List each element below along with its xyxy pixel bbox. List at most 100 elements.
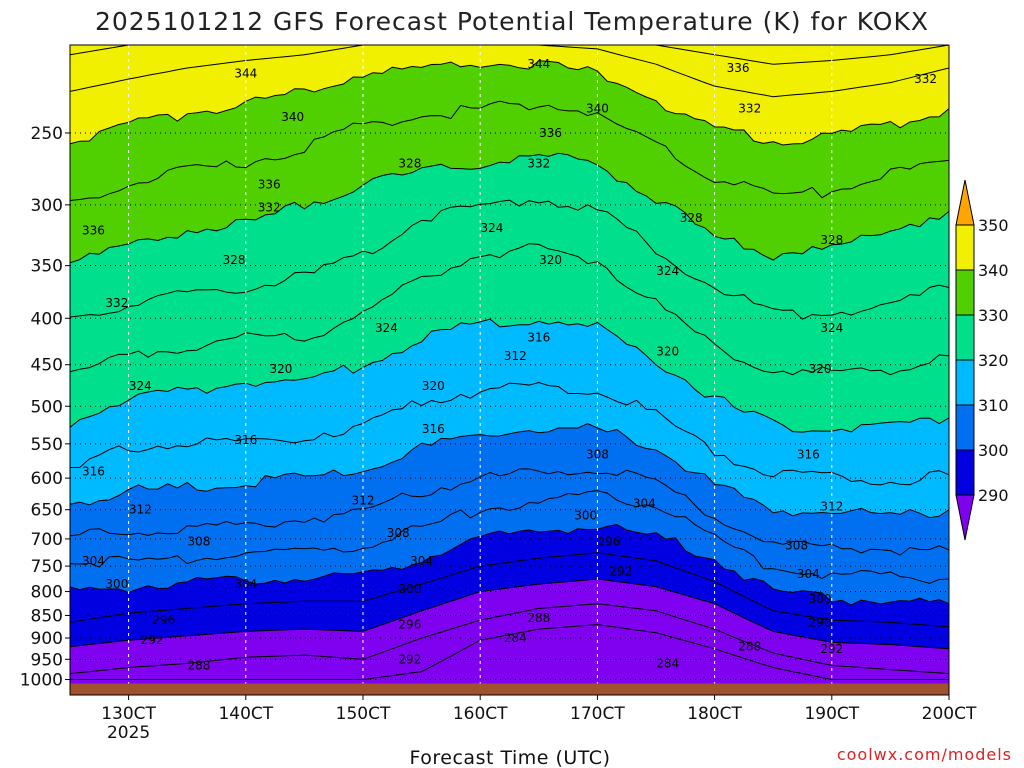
legend-swatch [955, 449, 975, 496]
isentrope-308 [70, 468, 949, 556]
theta-bands [70, 45, 949, 680]
contour-label: 300 [574, 509, 597, 523]
contour-label: 288 [187, 658, 210, 672]
contour-label: 292 [141, 633, 164, 647]
contour-label: 300 [398, 582, 421, 596]
y-axis: 250 300 350 400 450 500 550 600 650 700 750 800 850 9… [20, 124, 70, 691]
isentrope-344 [70, 45, 949, 98]
contour-label: 308 [187, 535, 210, 549]
isentrope-320 [70, 318, 949, 433]
contour-label: 336 [539, 126, 562, 140]
contour-label: 316 [527, 331, 550, 345]
contour-label: 336 [727, 61, 750, 75]
x-tick-label: 160CT [453, 704, 508, 724]
y-tick-label: 700 [31, 530, 63, 550]
isentrope-292 [70, 578, 949, 650]
contour-label: 296 [398, 618, 421, 632]
contour-label: 296 [152, 613, 175, 627]
color-legend: 350 340 330 320 310 300 290 [955, 179, 1009, 541]
ground-strip [70, 683, 949, 695]
plot-frame [69, 44, 950, 696]
contour-label: 328 [223, 253, 246, 267]
contour-label: 292 [398, 652, 421, 666]
isentrope-288 [70, 603, 949, 675]
legend-swatch [955, 314, 975, 361]
contour-label: 320 [270, 362, 293, 376]
isentrope-304 [70, 490, 949, 584]
y-tick-label: 950 [31, 650, 63, 670]
contour-label: 284 [504, 631, 527, 645]
contour-label: 292 [609, 564, 632, 578]
contour-label: 296 [598, 535, 621, 549]
contour-label: 340 [281, 110, 304, 124]
contour-label: 324 [480, 221, 503, 235]
contour-label: 324 [820, 321, 843, 335]
plot-area: 344 344 340 340 336 336 336 336 332 332 332 332 332 3… [70, 45, 949, 695]
isentrope-332 [70, 152, 949, 264]
y-tick-label: 550 [31, 435, 63, 455]
legend-arrow-top [955, 179, 975, 226]
contour-label: 336 [258, 178, 281, 192]
contour-label: 304 [410, 554, 433, 568]
legend-swatch [955, 359, 975, 406]
contour-label: 320 [656, 344, 679, 358]
contour-label: 324 [656, 264, 679, 278]
y-tick-label: 800 [31, 583, 63, 603]
contour-label: 312 [352, 493, 375, 507]
contour-label: 324 [375, 321, 398, 335]
contour-label: 292 [820, 642, 843, 656]
contour-label: 332 [258, 200, 281, 214]
contour-label: 328 [680, 211, 703, 225]
contour-label: 288 [527, 611, 550, 625]
credit-link[interactable]: coolwx.com/models [837, 745, 1012, 764]
contour-label: 304 [633, 497, 656, 511]
contour-label: 304 [82, 554, 105, 568]
legend-tick-label: 330 [978, 306, 1009, 325]
band-344 [70, 45, 949, 97]
isentrope-296 [70, 552, 949, 628]
contour-label: 312 [820, 500, 843, 514]
y-tick-label: 600 [31, 469, 63, 489]
legend-tick-label: 340 [978, 261, 1009, 280]
y-tick-label: 300 [31, 196, 63, 216]
x-tick-label: 150CT [336, 704, 391, 724]
contour-label: 332 [105, 296, 128, 310]
isentrope-348 [70, 45, 949, 65]
x-tick-label: 180CT [687, 704, 742, 724]
contour-label: 332 [914, 72, 937, 86]
contour-label: 304 [234, 577, 257, 591]
contour-label: 284 [656, 656, 679, 670]
y-tick-label: 350 [31, 257, 63, 277]
contour-label: 344 [527, 57, 550, 71]
contour-label: 316 [82, 465, 105, 479]
contour-label: 344 [234, 67, 257, 81]
contour-label: 316 [797, 447, 820, 461]
legend-tick-label: 310 [978, 396, 1009, 415]
y-tick-label: 750 [31, 557, 63, 577]
chart-title: 2025101212 GFS Forecast Potential Temper… [95, 7, 929, 36]
y-tick-label: 400 [31, 309, 63, 329]
contour-label: 320 [539, 253, 562, 267]
x-tick-sublabel: 2025 [107, 723, 150, 743]
contour-label: 312 [504, 349, 527, 363]
legend-arrow-bottom [955, 494, 975, 541]
contour-label: 316 [234, 433, 257, 447]
grid-lines [70, 45, 949, 695]
isentrope-300 [70, 523, 949, 606]
isentrope-284 [70, 624, 949, 680]
x-tick-label: 130CT [101, 704, 156, 724]
contour-label: 332 [738, 102, 761, 116]
contour-label: 316 [422, 422, 445, 436]
contour-labels: 344 344 340 340 336 336 336 336 332 332 332 332 332 3… [82, 57, 937, 672]
legend-tick-label: 350 [978, 216, 1009, 235]
contour-label: 328 [820, 233, 843, 247]
legend-swatch [955, 224, 975, 271]
y-tick-label: 500 [31, 397, 63, 417]
y-tick-label: 1000 [20, 671, 63, 691]
band-348 [70, 45, 949, 65]
x-tick-label: 140CT [218, 704, 273, 724]
y-tick-label: 850 [31, 606, 63, 626]
y-tick-label: 450 [31, 356, 63, 376]
isentrope-324 [70, 243, 949, 376]
